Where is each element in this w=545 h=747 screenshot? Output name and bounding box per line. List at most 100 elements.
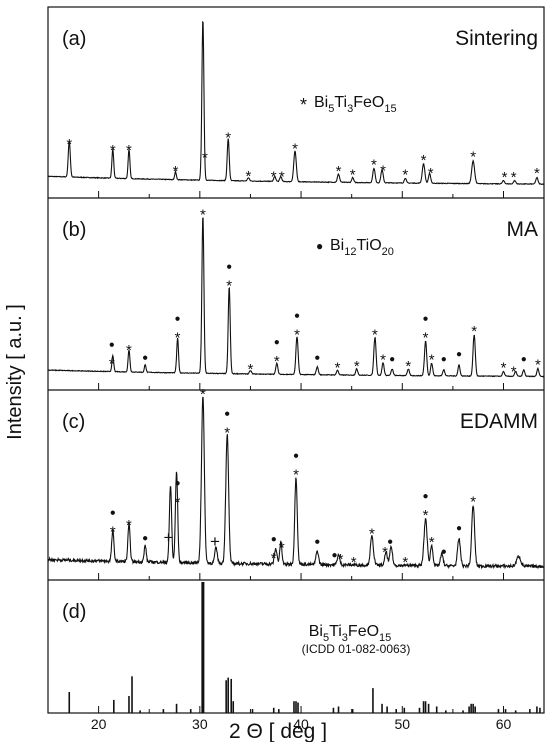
- formula-part: 15: [384, 103, 396, 115]
- bi5ti3feo15-marker: *: [502, 169, 508, 186]
- bi5ti3feo15-marker: *: [200, 386, 206, 403]
- bi5ti3feo15-marker: *: [429, 352, 435, 369]
- reference-source: (ICDD 01-082-0063): [302, 642, 411, 656]
- bi5ti3feo15-marker: *: [423, 330, 429, 347]
- diffraction-pattern: [47, 396, 545, 570]
- bi5ti3feo15-marker: *: [126, 142, 132, 159]
- bi5ti3feo15-marker: *: [534, 165, 540, 182]
- bi5ti3feo15-marker: *: [402, 554, 408, 571]
- bi5ti3feo15-marker: *: [246, 168, 252, 185]
- x-axis: 20 30 40 50 60: [91, 716, 512, 732]
- bi5ti3feo15-marker: *: [126, 342, 132, 359]
- bi5ti3feo15-marker: *: [470, 149, 476, 166]
- bi12tio20-marker: ●: [441, 547, 447, 558]
- bi5ti3feo15-marker: *: [173, 163, 179, 180]
- bi5ti3feo15-marker: *: [380, 352, 386, 369]
- bi5ti3feo15-marker: *: [354, 358, 360, 375]
- bi5ti3feo15-marker: *: [226, 277, 232, 294]
- formula-part: 3: [347, 103, 353, 115]
- bi5ti3feo15-marker: *: [175, 494, 181, 511]
- diffraction-pattern: [47, 20, 545, 186]
- bi12tio20-marker: ●: [109, 340, 115, 351]
- bi5ti3feo15-marker: *: [294, 326, 300, 343]
- bi5ti3feo15-marker: *: [202, 149, 208, 166]
- formula-part: 20: [382, 246, 394, 258]
- legend-marker: *: [300, 95, 307, 115]
- x-axis-label: 2 Θ [ deg ]: [229, 720, 327, 742]
- formula-part: 3: [342, 632, 348, 644]
- diffraction-pattern: [47, 217, 545, 378]
- formula-part: 15: [379, 632, 391, 644]
- bi5ti3feo15-marker: *: [271, 550, 277, 567]
- bi5ti3feo15-marker: *: [274, 353, 280, 370]
- bi5ti3feo15-marker: *: [292, 141, 298, 158]
- bi12tio20-marker: ●: [175, 478, 181, 489]
- bi12tio20-marker: ●: [456, 523, 462, 534]
- formula-part: FeO: [348, 623, 379, 640]
- bi12tio20-marker: ●: [441, 354, 447, 365]
- bi5ti3feo15-marker: *: [423, 507, 429, 524]
- bi5ti3feo15-marker: *: [336, 163, 342, 180]
- bi12tio20-marker: ●: [293, 451, 299, 462]
- formula-part: 5: [323, 632, 329, 644]
- bi5ti3feo15-marker: *: [470, 493, 476, 510]
- bi12tio20-marker: ●: [175, 314, 181, 325]
- bi5ti3feo15-marker: *: [369, 525, 375, 542]
- x-tick-label: 40: [293, 716, 309, 732]
- bi5ti3feo15-marker: *: [335, 360, 341, 377]
- panel-letter: (c): [62, 411, 85, 433]
- bi12tio20-marker: ●: [274, 337, 280, 348]
- impurity-marker: +: [210, 532, 220, 551]
- bi5ti3feo15-marker: *: [225, 129, 231, 146]
- bi12tio20-marker: ●: [456, 349, 462, 360]
- panel-letter: (b): [62, 219, 86, 241]
- bi5ti3feo15-marker: *: [380, 163, 386, 180]
- bi5ti3feo15-marker: *: [405, 358, 411, 375]
- bi5ti3feo15-marker: *: [429, 534, 435, 551]
- y-axis-label: Intensity [ a.u. ]: [4, 304, 26, 440]
- impurity-marker: +: [163, 528, 173, 547]
- x-tick-label: 30: [192, 716, 208, 732]
- bi5ti3feo15-marker: *: [428, 165, 434, 182]
- legend-formula: Bi5Ti3FeO15: [314, 94, 397, 115]
- bi12tio20-marker: ●: [423, 491, 429, 502]
- bi12tio20-marker: ●: [110, 508, 116, 519]
- formula-part: 12: [344, 246, 356, 258]
- x-tick-label: 60: [496, 716, 512, 732]
- panels-group: * * ***** * *** ** * ***** * *(a) Sintering* Bi5Ti3…: [47, 6, 545, 714]
- bi12tio20-marker: ●: [224, 409, 230, 420]
- bi5ti3feo15-marker: *: [279, 168, 285, 185]
- formula-part: Bi: [314, 94, 328, 111]
- bi12tio20-marker: ●: [389, 354, 395, 365]
- panel-letter: (a): [62, 28, 86, 50]
- bi5ti3feo15-marker: *: [338, 551, 344, 568]
- bi12tio20-marker: ●: [226, 261, 232, 272]
- formula-part: 5: [328, 103, 334, 115]
- bi5ti3feo15-marker: *: [350, 166, 356, 183]
- bi5ti3feo15-marker: *: [511, 169, 517, 186]
- bi12tio20-marker: ●: [521, 354, 527, 365]
- bi5ti3feo15-marker: *: [126, 517, 132, 534]
- bi5ti3feo15-marker: *: [279, 540, 285, 557]
- bi5ti3feo15-marker: *: [271, 168, 277, 185]
- bi12tio20-marker: ●: [142, 352, 148, 363]
- bi12tio20-marker: ●: [271, 534, 277, 545]
- bi12tio20-marker: ●: [387, 536, 393, 547]
- bi5ti3feo15-marker: *: [511, 364, 517, 381]
- bi5ti3feo15-marker: *: [200, 206, 206, 223]
- formula-part: Bi: [330, 237, 344, 254]
- panel-letter: (d): [62, 601, 86, 623]
- bi5ti3feo15-marker: *: [224, 425, 230, 442]
- bi12tio20-marker: ●: [294, 310, 300, 321]
- panel-title: EDAMM: [460, 410, 538, 433]
- formula-part: Bi: [309, 623, 323, 640]
- bi5ti3feo15-marker: *: [371, 157, 377, 174]
- panel-a: * * ***** * *** ** * ***** * *(a) Sintering* Bi5Ti3…: [47, 20, 545, 198]
- formula-part: Ti: [329, 623, 342, 640]
- panel-b: *● * ●*●**●* *● *●●* *** ● **●* ● ●** *● *(b) MA● Bi1…: [47, 206, 545, 390]
- bi12tio20-marker: ●: [314, 352, 320, 363]
- bi5ti3feo15-marker: *: [110, 524, 116, 541]
- bi5ti3feo15-marker: *: [471, 323, 477, 340]
